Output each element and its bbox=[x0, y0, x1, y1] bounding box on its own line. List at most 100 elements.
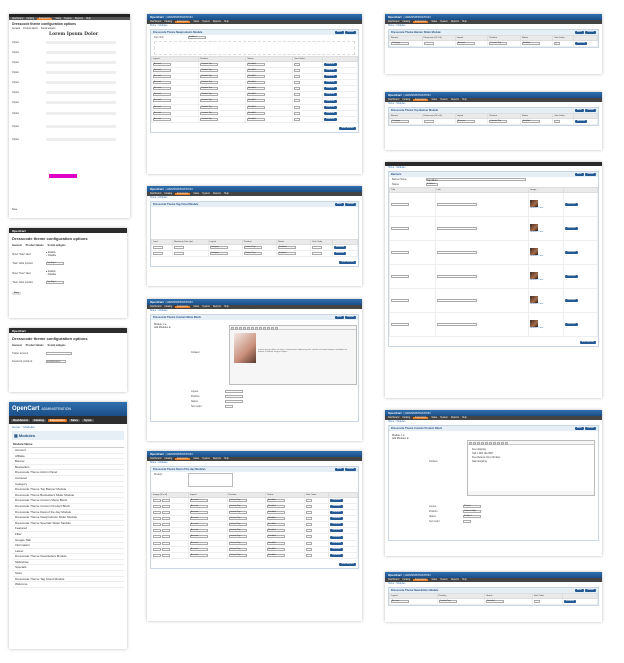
sort-input[interactable] bbox=[225, 405, 233, 408]
link-input[interactable] bbox=[436, 298, 477, 302]
remove-button[interactable]: Remove bbox=[330, 553, 343, 557]
select-field[interactable]: Enabled bbox=[277, 246, 296, 249]
nav-item[interactable]: System bbox=[202, 193, 210, 195]
module-list-item[interactable]: Dresscode Theme Specials Slider Module bbox=[12, 521, 124, 527]
width-input[interactable] bbox=[153, 517, 161, 521]
module-tab[interactable]: Module 1 ⊖ Add Modules ⊕ bbox=[154, 323, 171, 329]
select-field[interactable]: Account bbox=[153, 87, 171, 91]
remove-button[interactable]: Remove bbox=[565, 203, 578, 206]
module-list-item[interactable]: Dresscode Theme Tag Cloud Module bbox=[12, 577, 124, 583]
option-input[interactable] bbox=[46, 100, 116, 104]
remove-button[interactable]: Remove bbox=[324, 93, 337, 97]
option-input[interactable] bbox=[46, 80, 116, 84]
option-input[interactable] bbox=[46, 125, 116, 128]
select-field[interactable]: Content Top bbox=[228, 553, 247, 557]
radio-enable[interactable]: ● Enable ○ Disable bbox=[46, 251, 57, 257]
width-input[interactable] bbox=[153, 499, 161, 502]
height-input[interactable] bbox=[162, 505, 170, 509]
nav-item[interactable]: System bbox=[202, 458, 210, 460]
breadcrumb[interactable]: Home :: Modules bbox=[388, 167, 406, 169]
nav-item[interactable]: Help bbox=[461, 417, 467, 419]
nav-item[interactable]: Dashboard bbox=[150, 193, 162, 195]
select-field[interactable]: Enabled bbox=[521, 120, 540, 123]
nav-item[interactable]: Sales bbox=[431, 579, 438, 581]
option-input[interactable] bbox=[46, 60, 116, 64]
rich-editor[interactable]: Free shipping Call: 1 800 123 4567 Free Re… bbox=[467, 440, 595, 496]
breadcrumb[interactable]: Home :: Modules bbox=[150, 462, 168, 464]
nav-item[interactable]: Dashboard bbox=[388, 579, 400, 581]
select-field[interactable]: Content Top bbox=[228, 505, 247, 509]
clear-link[interactable]: Clear bbox=[538, 231, 544, 233]
select-field[interactable]: Content Top bbox=[200, 69, 219, 73]
height-input[interactable] bbox=[162, 553, 170, 557]
select-field[interactable]: Account bbox=[189, 517, 208, 521]
select-field[interactable]: Enabled bbox=[267, 523, 286, 527]
nav-item[interactable]: Sales bbox=[431, 99, 438, 101]
module-list-item[interactable]: Dresscode Theme Custom Menu Block bbox=[12, 498, 124, 504]
select-field[interactable]: Content Top bbox=[200, 99, 219, 103]
dim-input[interactable] bbox=[423, 42, 434, 45]
select-field[interactable]: Content Top bbox=[200, 111, 219, 115]
save-button[interactable]: Save bbox=[574, 109, 584, 112]
select-field[interactable]: Category bbox=[209, 246, 228, 249]
select-field[interactable]: Enabled bbox=[247, 117, 266, 121]
select-field[interactable]: Content Top bbox=[228, 517, 247, 521]
select-field[interactable]: Content Top bbox=[228, 511, 247, 515]
height-input[interactable] bbox=[162, 511, 170, 515]
save-link[interactable]: Save bbox=[12, 209, 18, 211]
remove-button[interactable]: Remove bbox=[330, 511, 343, 515]
remove-button[interactable]: Remove bbox=[324, 69, 337, 73]
save-button[interactable]: Save bbox=[574, 427, 584, 430]
select-field[interactable]: Enabled bbox=[247, 81, 266, 85]
tab-catalog[interactable]: Catalog bbox=[31, 417, 46, 422]
module-list-item[interactable]: Dresscode Theme Custom Product Block bbox=[12, 504, 124, 510]
placement-select[interactable]: Product bbox=[463, 505, 481, 508]
remove-button[interactable]: Remove bbox=[333, 246, 347, 250]
nav-item[interactable]: Help bbox=[223, 193, 229, 195]
select-field[interactable]: Account bbox=[189, 535, 208, 539]
nav-item[interactable]: Sales bbox=[193, 193, 200, 195]
cancel-button[interactable]: Cancel bbox=[344, 203, 356, 206]
text-input[interactable] bbox=[153, 252, 163, 256]
sort-input[interactable] bbox=[294, 87, 301, 91]
select-field[interactable]: Enabled bbox=[521, 42, 540, 45]
select-field[interactable]: Content Top bbox=[228, 529, 247, 533]
breadcrumb[interactable]: Home :: Modules bbox=[150, 197, 168, 199]
nav-item[interactable]: Catalog bbox=[164, 306, 173, 308]
remove-button[interactable]: Remove bbox=[324, 81, 337, 85]
title-input[interactable] bbox=[391, 202, 409, 206]
select-field[interactable]: Account bbox=[153, 63, 171, 66]
select-field[interactable]: Account bbox=[189, 529, 208, 533]
title-input[interactable] bbox=[391, 250, 409, 254]
save-button[interactable]: Save bbox=[334, 31, 344, 34]
tab-general[interactable]: General bbox=[12, 244, 22, 247]
select-field[interactable]: Content Top bbox=[200, 105, 219, 109]
module-list-item[interactable]: Welcome bbox=[12, 582, 124, 588]
tab-product-labels[interactable]: Product labels bbox=[25, 344, 44, 347]
select-field[interactable]: Account bbox=[189, 553, 208, 557]
tab-social-widgets[interactable]: Social widgets bbox=[47, 344, 66, 347]
nav-item[interactable]: Catalog bbox=[402, 21, 411, 23]
select-field[interactable]: Content Top bbox=[489, 42, 508, 45]
sort-input[interactable] bbox=[463, 520, 471, 523]
height-input[interactable] bbox=[162, 499, 170, 502]
sort-input[interactable] bbox=[294, 75, 301, 79]
module-tab[interactable]: Module 1 ⊖ Add Modules ⊕ bbox=[392, 434, 409, 440]
breadcrumb[interactable]: Home :: Modules bbox=[388, 583, 406, 585]
save-button[interactable]: Save bbox=[334, 468, 344, 471]
breadcrumb[interactable]: Home :: Modules bbox=[388, 103, 406, 105]
position-select[interactable]: Top Right bbox=[46, 281, 64, 284]
remove-button[interactable]: Remove bbox=[324, 75, 337, 79]
select-field[interactable]: Content Top bbox=[438, 600, 457, 603]
sort-input[interactable] bbox=[294, 63, 301, 66]
select-field[interactable]: Enabled bbox=[267, 529, 286, 533]
nav-item[interactable]: Help bbox=[461, 99, 467, 101]
module-list-item[interactable]: Store bbox=[12, 571, 124, 577]
select-field[interactable]: Enabled bbox=[247, 69, 266, 73]
height-input[interactable] bbox=[162, 517, 170, 521]
cancel-button[interactable]: Cancel bbox=[584, 589, 596, 592]
nav-item[interactable]: Sales bbox=[193, 458, 200, 460]
nav-item[interactable]: Catalog bbox=[26, 17, 35, 20]
select-field[interactable]: Enabled bbox=[247, 105, 266, 109]
nav-item[interactable]: Reports bbox=[212, 306, 221, 308]
